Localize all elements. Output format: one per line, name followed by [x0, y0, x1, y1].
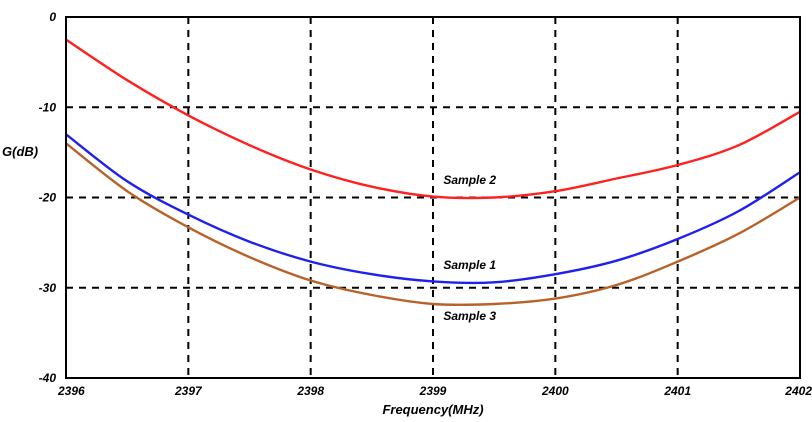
- series-label-sample-3: Sample 3: [443, 309, 496, 323]
- tick-labels: 2396 2397 2398 2399 2400 2401 2402 0 -10 -20 -30 -4…: [39, 10, 812, 398]
- x-tick-label-2399: 2399: [419, 384, 447, 398]
- plot-frame: [65, 16, 801, 379]
- x-tick-label-2398: 2398: [296, 384, 324, 398]
- series-line-sample-3: [65, 142, 801, 307]
- y-tick-label-minus30: -30: [39, 281, 57, 295]
- x-tick-label-2396: 2396: [57, 384, 85, 398]
- series-line-sample-2: [65, 38, 801, 200]
- y-tick-label-minus10: -10: [39, 100, 57, 114]
- y-tick-label-0: 0: [49, 10, 56, 24]
- x-axis-title: Frequency(MHz): [382, 402, 483, 417]
- series-label-sample-2: Sample 2: [443, 173, 496, 187]
- y-axis-title: G(dB): [2, 144, 38, 159]
- x-tick-label-2400: 2400: [541, 384, 569, 398]
- y-tick-label-minus20: -20: [39, 191, 57, 205]
- plot-border: [65, 16, 801, 379]
- x-tick-label-2401: 2401: [663, 384, 691, 398]
- series-layer: [65, 38, 801, 307]
- series-labels: Sample 2 Sample 1 Sample 3: [443, 173, 496, 323]
- y-tick-label-minus40: -40: [39, 371, 57, 385]
- x-tick-label-2397: 2397: [174, 384, 203, 398]
- series-label-sample-1: Sample 1: [443, 258, 496, 272]
- series-line-sample-1: [65, 133, 801, 285]
- x-tick-label-2402: 2402: [784, 384, 812, 398]
